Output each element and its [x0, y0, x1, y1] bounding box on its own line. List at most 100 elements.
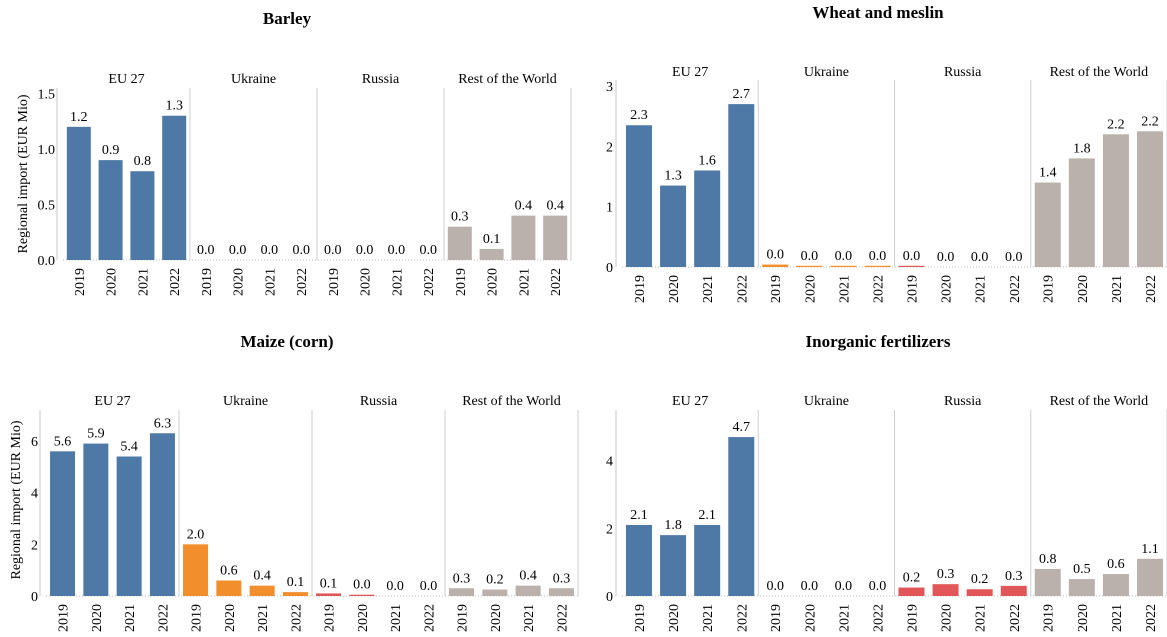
maize-ylabel: Regional import (EUR Mio) [9, 420, 24, 579]
maize-bar [548, 588, 574, 596]
fertilizers-data-label: 0.2 [903, 571, 921, 586]
wheat-bar [762, 264, 789, 267]
fertilizers-data-label: 0.6 [1107, 557, 1125, 572]
barley-xtick-label: 2021 [136, 268, 151, 296]
wheat-bar [1034, 182, 1061, 267]
fertilizers-facet-label: Ukraine [804, 394, 849, 409]
wheat-data-label: 0.0 [971, 250, 989, 265]
wheat-xtick-label: 2021 [974, 275, 989, 303]
fertilizers-ytick-label: 0 [606, 590, 613, 605]
maize-title: Maize (corn) [241, 332, 334, 351]
wheat-xtick-label: 2022 [872, 275, 887, 303]
barley-data-label: 0.0 [261, 243, 279, 258]
barley-xtick-label: 2021 [263, 268, 278, 296]
barley-xtick-label: 2022 [549, 268, 564, 296]
maize-data-label: 0.2 [486, 573, 504, 588]
wheat-xtick-label: 2019 [905, 275, 920, 303]
fertilizers-xtick-label: 2020 [667, 604, 682, 632]
maize-facet-label: Ukraine [223, 394, 268, 409]
wheat-facet-label: Russia [944, 65, 982, 80]
fertilizers-facet-label: Rest of the World [1050, 394, 1149, 409]
barley-xtick-label: 2021 [390, 268, 405, 296]
fertilizers-data-label: 4.7 [733, 420, 751, 435]
maize-xtick-label: 2021 [123, 604, 138, 632]
barley-bar [479, 248, 504, 260]
barley-xtick-label: 2022 [422, 268, 437, 296]
barley-xtick-label: 2019 [73, 268, 88, 296]
wheat-bar [830, 265, 857, 267]
wheat-bar [660, 185, 687, 267]
wheat-bar [898, 265, 925, 267]
wheat-bar [864, 265, 891, 267]
wheat-data-label: 0.0 [869, 249, 887, 264]
maize-xtick-label: 2020 [223, 604, 238, 632]
fertilizers-ytick-label: 4 [606, 455, 613, 470]
wheat-data-label: 0.0 [903, 249, 921, 264]
barley-facet-label: EU 27 [108, 72, 144, 87]
fertilizers-facet-label: Russia [944, 394, 982, 409]
maize-bar [183, 544, 209, 596]
maize-data-label: 0.0 [386, 579, 404, 594]
fertilizers-data-label: 1.1 [1141, 542, 1159, 557]
maize-xtick-label: 2020 [90, 604, 105, 632]
fertilizers-xtick-label: 2021 [974, 604, 989, 632]
barley-bar [511, 215, 536, 260]
maize-data-label: 0.4 [519, 569, 537, 584]
fertilizers-data-label: 0.8 [1039, 552, 1057, 567]
barley-xtick-label: 2020 [486, 268, 501, 296]
maize-xtick-label: 2020 [489, 604, 504, 632]
barley-data-label: 0.0 [229, 243, 247, 258]
wheat-xtick-label: 2020 [1076, 275, 1091, 303]
fertilizers-data-label: 2.1 [698, 508, 716, 523]
maize-data-label: 0.1 [320, 576, 338, 591]
fertilizers-xtick-label: 2022 [872, 604, 887, 632]
fertilizers-bar [1102, 574, 1129, 596]
wheat-xtick-label: 2019 [769, 275, 784, 303]
maize-data-label: 0.3 [553, 571, 571, 586]
fertilizers-bar [966, 589, 993, 596]
barley-data-label: 0.0 [419, 243, 437, 258]
maize-ytick-label: 6 [31, 435, 38, 450]
wheat-data-label: 1.8 [1073, 141, 1091, 156]
wheat-bar [625, 125, 652, 267]
barley-data-label: 0.0 [197, 243, 215, 258]
barley-facet-label: Rest of the World [458, 72, 557, 87]
maize-ytick-label: 0 [31, 590, 38, 605]
maize-xtick-label: 2022 [422, 604, 437, 632]
maize-xtick-label: 2021 [389, 604, 404, 632]
fertilizers-xtick-label: 2020 [940, 604, 955, 632]
fertilizers-xtick-label: 2022 [1144, 604, 1159, 632]
barley-data-label: 0.3 [451, 210, 469, 225]
maize-bar [50, 451, 76, 596]
maize-xtick-label: 2019 [190, 604, 205, 632]
barley-title: Barley [263, 9, 312, 28]
fertilizers-xtick-label: 2021 [1110, 604, 1125, 632]
barley-data-label: 0.9 [102, 143, 120, 158]
wheat-data-label: 1.4 [1039, 166, 1057, 181]
maize-facet-label: Rest of the World [462, 394, 561, 409]
maize-xtick-label: 2021 [522, 604, 537, 632]
fertilizers-xtick-label: 2019 [769, 604, 784, 632]
wheat-title: Wheat and meslin [812, 3, 944, 22]
maize-data-label: 0.6 [220, 564, 238, 579]
fertilizers-data-label: 0.3 [1005, 569, 1023, 584]
fertilizers-xtick-label: 2019 [905, 604, 920, 632]
maize-data-label: 2.0 [187, 527, 205, 542]
barley-bar [66, 126, 91, 260]
maize-data-label: 0.3 [453, 571, 471, 586]
wheat-data-label: 0.0 [1005, 250, 1023, 265]
maize-xtick-label: 2022 [555, 604, 570, 632]
wheat-bar [728, 104, 755, 268]
maize-bar [83, 443, 109, 596]
wheat-xtick-label: 2022 [1008, 275, 1023, 303]
barley-ytick-label: 1.0 [38, 143, 56, 158]
barley-data-label: 0.0 [324, 243, 342, 258]
barley-bar [130, 171, 155, 260]
wheat-xtick-label: 2020 [667, 275, 682, 303]
wheat-ytick-label: 2 [606, 140, 613, 155]
maize-data-label: 5.6 [54, 434, 72, 449]
wheat-data-label: 2.2 [1141, 114, 1159, 129]
barley-data-label: 1.2 [70, 110, 88, 125]
fertilizers-bar [898, 587, 925, 596]
fertilizers-xtick-label: 2021 [701, 604, 716, 632]
